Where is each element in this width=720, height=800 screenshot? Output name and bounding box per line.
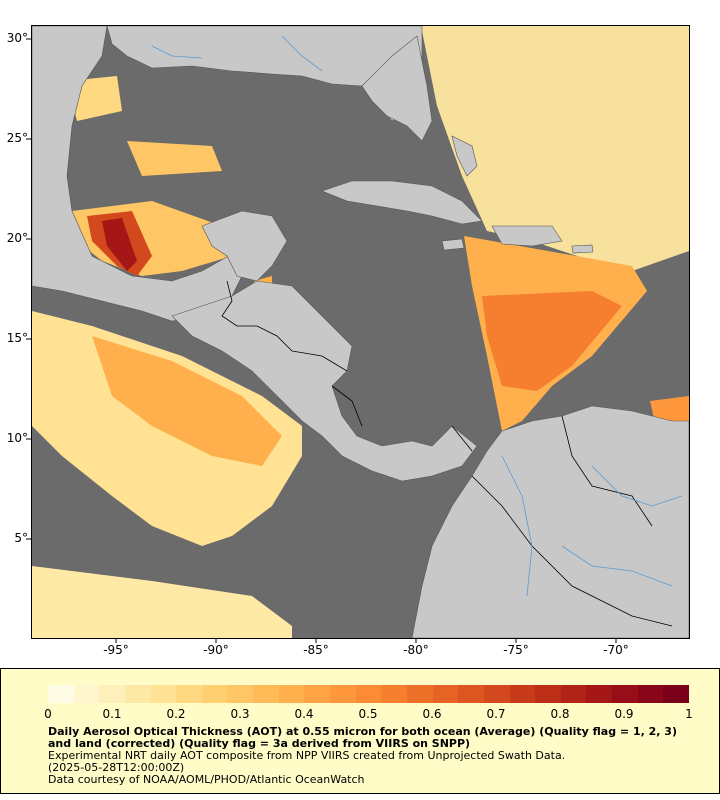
legend-credit: Data courtesy of NOAA/AOML/PHOD/Atlantic…: [48, 773, 365, 786]
map-svg: [32, 26, 689, 638]
x-tick-90: -90°: [203, 643, 229, 657]
land-florida: [361, 35, 433, 142]
aot-pacific-orange: [92, 336, 282, 466]
colorbar-label-0-7: 0.7: [486, 707, 506, 721]
colorbar-label-0: 0: [44, 707, 52, 721]
border-mexico-guatemala: [221, 280, 257, 327]
border-nicaragua-costa-rica: [331, 385, 363, 427]
colorbar: [48, 685, 690, 703]
y-tick-30: 30°: [6, 31, 28, 45]
colorbar-label-0-8: 0.8: [550, 707, 570, 721]
land-hispaniola: [491, 225, 563, 247]
river-1: [501, 455, 533, 597]
colorbar-swatch: [612, 685, 638, 703]
legend-description: Experimental NRT daily AOT composite fro…: [48, 749, 566, 762]
map-plot-area[interactable]: [31, 25, 690, 639]
land-yucatan: [201, 210, 288, 282]
colorbar-swatch: [381, 685, 407, 703]
land-puerto-rico: [571, 244, 594, 254]
land-central-america: [171, 280, 478, 482]
border-honduras-nicaragua: [291, 350, 348, 372]
colorbar-swatch: [663, 685, 690, 703]
river-layer: [151, 35, 683, 597]
colorbar-swatch: [124, 685, 151, 703]
legend-title: Daily Aerosol Optical Thickness (AOT) at…: [48, 725, 677, 750]
colorbar-swatch: [355, 685, 382, 703]
colorbar-swatch: [637, 685, 664, 703]
aot-campeche-darkcore: [102, 218, 137, 271]
aot-pacific-south: [32, 566, 292, 638]
aot-atlantic-swath: [421, 26, 689, 271]
colorbar-swatch: [330, 685, 356, 703]
x-tick-75: -75°: [503, 643, 529, 657]
colorbar-swatch: [432, 685, 459, 703]
border-layer: [221, 280, 673, 627]
colorbar-label-0-9: 0.9: [614, 707, 634, 721]
colorbar-label-0-2: 0.2: [166, 707, 186, 721]
y-tick-25: 25°: [6, 131, 28, 145]
colorbar-swatch: [586, 685, 613, 703]
colorbar-swatch: [73, 685, 100, 703]
river-2: [591, 465, 683, 507]
river-4: [151, 45, 203, 59]
aot-gulf-east-patch: [127, 141, 222, 176]
colorbar-swatch: [48, 685, 74, 703]
colorbar-swatch: [560, 685, 587, 703]
land-south-america: [411, 405, 689, 638]
colorbar-label-0-5: 0.5: [358, 707, 378, 721]
land-mexico-west: [32, 26, 243, 322]
colorbar-label-0-3: 0.3: [230, 707, 250, 721]
land-bahamas: [451, 135, 478, 177]
land-jamaica: [441, 238, 465, 251]
colorbar-swatch: [99, 685, 125, 703]
y-tick-5: 5°: [14, 531, 28, 545]
border-guatemala-honduras: [256, 325, 293, 352]
colorbar-label-0-6: 0.6: [422, 707, 442, 721]
colorbar-swatch: [278, 685, 305, 703]
river-3: [561, 545, 673, 587]
colorbar-label-1: 1: [685, 707, 693, 721]
river-5: [281, 35, 323, 72]
colorbar-swatch: [304, 685, 331, 703]
border-colombia-venezuela: [561, 415, 653, 527]
x-tick-85: -85°: [303, 643, 329, 657]
x-tick-95: -95°: [103, 643, 129, 657]
land-cuba: [321, 180, 483, 225]
x-tick-80: -80°: [403, 643, 429, 657]
aot-caribbean-core: [482, 291, 622, 391]
colorbar-swatch: [253, 685, 279, 703]
colorbar-swatch: [483, 685, 510, 703]
colorbar-swatch: [227, 685, 254, 703]
colorbar-swatch: [509, 685, 536, 703]
border-south-america-interior: [471, 475, 673, 627]
colorbar-swatch: [176, 685, 202, 703]
border-panama-colombia: [451, 425, 473, 452]
colorbar-swatch: [150, 685, 177, 703]
aot-data-layer: [32, 26, 689, 638]
colorbar-swatch: [535, 685, 561, 703]
legend-timestamp: (2025-05-28T12:00:00Z): [48, 761, 185, 774]
legend-panel: 0 0.1 0.2 0.3 0.4 0.5 0.6 0.7 0.8 0.9 1 …: [0, 668, 720, 794]
colorbar-swatch: [201, 685, 228, 703]
legend-text: Daily Aerosol Optical Thickness (AOT) at…: [48, 726, 688, 786]
colorbar-swatch: [458, 685, 484, 703]
y-tick-10: 10°: [6, 431, 28, 445]
x-tick-70: -70°: [603, 643, 629, 657]
y-tick-15: 15°: [6, 331, 28, 345]
y-tick-20: 20°: [6, 231, 28, 245]
land-layer: [32, 26, 689, 638]
colorbar-label-0-4: 0.4: [294, 707, 314, 721]
colorbar-swatch: [406, 685, 433, 703]
colorbar-label-0-1: 0.1: [102, 707, 122, 721]
